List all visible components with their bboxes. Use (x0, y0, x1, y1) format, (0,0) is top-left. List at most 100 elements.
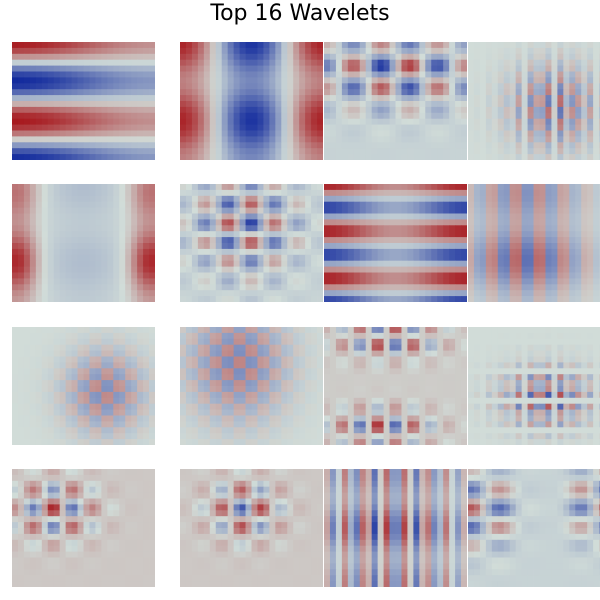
heatmap-cell (263, 237, 270, 244)
heatmap-cell (503, 71, 511, 78)
heatmap-cell (209, 243, 217, 250)
heatmap-cell (479, 272, 487, 279)
heatmap-cell (95, 344, 102, 351)
heatmap-cell (263, 201, 270, 208)
heatmap-cell (281, 154, 288, 160)
heatmap-cell (239, 356, 246, 363)
heatmap-cell (35, 254, 43, 262)
heatmap-cell (227, 142, 235, 149)
heatmap-cell (299, 374, 306, 381)
heatmap-cell (95, 101, 102, 108)
heatmap-cell (209, 106, 217, 114)
heatmap-cell (413, 112, 420, 120)
heatmap-cell (437, 83, 444, 90)
heatmap-cell (125, 71, 132, 78)
heatmap-cell (425, 124, 432, 131)
heatmap-cell (395, 77, 402, 84)
heatmap-cell (455, 65, 462, 72)
heatmap-cell (59, 386, 67, 393)
heatmap-cell (269, 344, 276, 351)
heatmap-cell (431, 356, 438, 363)
heatmap-cell (77, 327, 84, 334)
heatmap-cell (77, 403, 84, 410)
heatmap-cell (89, 231, 96, 238)
heatmap-cell (581, 71, 588, 78)
heatmap-cell (107, 356, 114, 363)
heatmap-cell (191, 368, 199, 375)
heatmap-cell (521, 219, 528, 226)
heatmap-cell (455, 95, 462, 102)
heatmap-cell (191, 201, 199, 208)
heatmap-cell (23, 106, 31, 114)
heatmap-cell (125, 189, 132, 197)
heatmap-cell (527, 290, 534, 297)
heatmap-cell (83, 427, 90, 434)
heatmap-cell (125, 391, 132, 399)
heatmap-cell (239, 415, 246, 422)
heatmap-cell (71, 106, 78, 114)
heatmap-cell (149, 89, 155, 96)
heatmap-cell (239, 368, 246, 375)
heatmap-cell (125, 386, 132, 393)
heatmap-cell (131, 338, 138, 346)
heatmap-cell (59, 356, 67, 363)
heatmap-cell (233, 225, 240, 232)
heatmap-cell (281, 403, 288, 410)
heatmap-cell (359, 368, 367, 375)
heatmap-cell (503, 290, 511, 297)
heatmap-cell (41, 296, 49, 302)
heatmap-cell (455, 231, 462, 238)
heatmap-cell (539, 189, 546, 197)
heatmap-cell (533, 101, 540, 108)
heatmap-cell (341, 106, 349, 114)
heatmap-cell (191, 284, 199, 291)
heatmap-cell (419, 278, 426, 285)
heatmap-cell (353, 368, 361, 375)
heatmap-cell (227, 118, 235, 125)
heatmap-cell (503, 201, 511, 208)
heatmap-cell (12, 71, 19, 78)
heatmap-cell (293, 415, 300, 422)
heatmap-cell (191, 124, 199, 131)
heatmap-cell (89, 350, 96, 357)
heatmap-cell (335, 201, 343, 208)
heatmap-cell (149, 409, 155, 416)
heatmap-cell (119, 112, 126, 120)
heatmap-cell (29, 65, 37, 72)
heatmap-cell (569, 53, 576, 61)
heatmap-cell (305, 237, 312, 244)
heatmap-cell (65, 350, 72, 357)
heatmap-cell (185, 344, 193, 351)
heatmap-cell (347, 290, 355, 297)
heatmap-cell (221, 47, 229, 55)
heatmap-cell (503, 118, 511, 125)
heatmap-cell (215, 59, 223, 66)
heatmap-cell (221, 71, 229, 78)
heatmap-cell (324, 189, 331, 197)
heatmap-cell (107, 362, 114, 369)
heatmap-cell (275, 148, 282, 155)
heatmap-cell (233, 243, 240, 250)
heatmap-cell (437, 148, 444, 155)
heatmap-cell (137, 219, 144, 226)
heatmap-cell (401, 195, 408, 203)
heatmap-cell (197, 225, 205, 232)
heatmap-cell (23, 77, 31, 84)
heatmap-cell (335, 53, 343, 61)
heatmap-cell (233, 338, 240, 346)
heatmap-cell (353, 77, 361, 84)
heatmap-cell (221, 427, 229, 434)
heatmap-cell (143, 89, 150, 96)
heatmap-cell (575, 231, 582, 238)
heatmap-cell (137, 225, 144, 232)
heatmap-cell (17, 118, 25, 125)
heatmap-cell (383, 184, 390, 191)
heatmap-cell (347, 296, 355, 302)
heatmap-cell (335, 207, 343, 214)
heatmap-cell (353, 124, 361, 131)
heatmap-cell (17, 47, 25, 55)
heatmap-cell (551, 101, 558, 108)
heatmap-cell (12, 391, 19, 399)
heatmap-cell (23, 142, 31, 149)
heatmap-cell (95, 350, 102, 357)
